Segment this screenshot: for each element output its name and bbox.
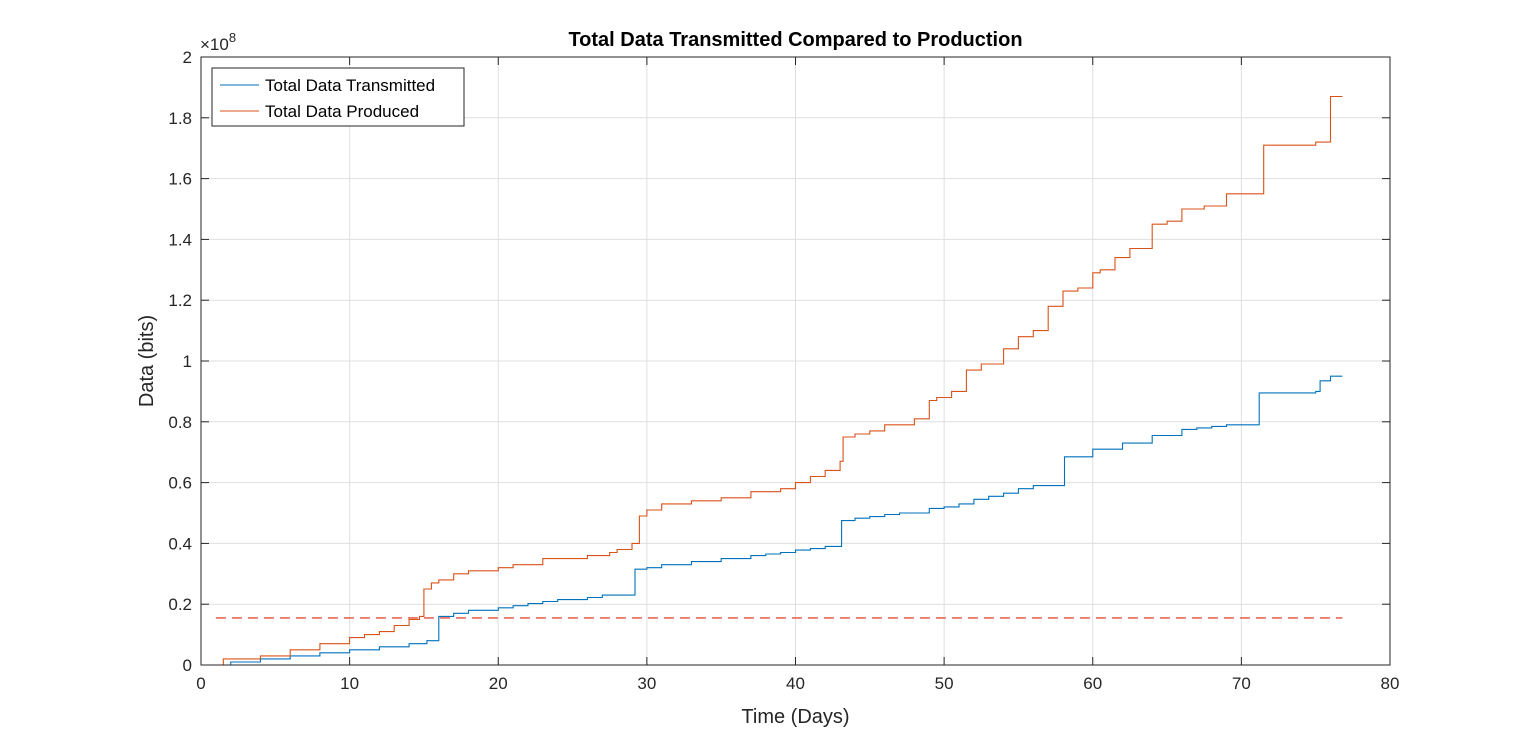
x-tick-label: 60 [1083,674,1102,693]
x-tick-label: 0 [196,674,205,693]
legend-label-transmitted: Total Data Transmitted [265,76,435,95]
axis-ticks: 0 10 20 30 40 50 60 70 80 0 0.2 0.4 0.6 0.8 1 1.2 1.4 1.6… [168,48,1399,693]
x-tick-label: 10 [340,674,359,693]
y-axis-exponent-base: ×10 [200,35,229,54]
series-line-produced [215,95,1343,666]
x-tick-label: 30 [637,674,656,693]
y-axis-exponent-power: 8 [229,30,236,45]
legend-label-produced: Total Data Produced [265,102,419,121]
y-tick-label: 1.6 [168,170,192,189]
y-tick-label: 2 [183,48,192,67]
y-tick-label: 1.2 [168,291,192,310]
x-tick-label: 80 [1381,674,1400,693]
y-tick-label: 0 [183,656,192,675]
y-tick-label: 0.8 [168,413,192,432]
y-axis-exponent: ×108 [200,30,236,54]
x-tick-label: 20 [489,674,508,693]
y-tick-label: 1 [183,352,192,371]
legend: Total Data Transmitted Total Data Produc… [211,67,465,127]
plot-lines [215,95,1343,666]
x-axis-label: Time (Days) [741,706,849,728]
y-tick-label: 0.6 [168,474,192,493]
grid [200,56,1391,666]
legend-box [211,67,465,127]
x-tick-label: 50 [935,674,954,693]
y-tick-label: 1.8 [168,109,192,128]
y-tick-label: 0.4 [168,534,192,553]
x-tick-label: 40 [786,674,805,693]
y-tick-label: 0.2 [168,595,192,614]
y-axis-label: Data (bits) [136,315,158,407]
x-tick-label: 70 [1232,674,1251,693]
y-tick-label: 1.4 [168,230,192,249]
chart-title: Total Data Transmitted Compared to Produ… [568,29,1022,51]
series-line-transmitted [215,375,1343,666]
